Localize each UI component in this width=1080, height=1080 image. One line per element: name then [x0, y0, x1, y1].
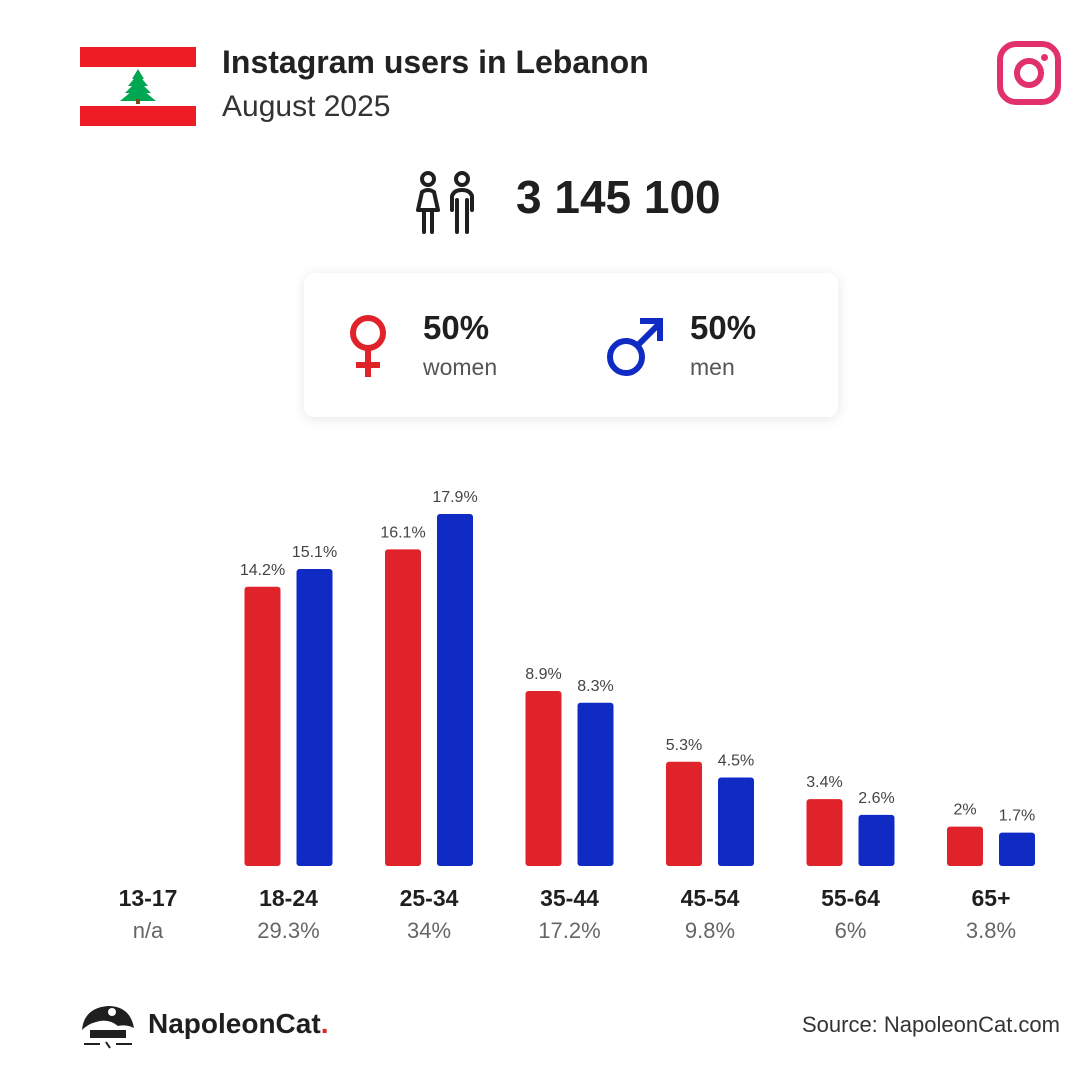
- female-symbol-icon: [350, 315, 386, 377]
- bar-men-18-24: [296, 569, 333, 866]
- value-label-women-25-34: 16.1%: [380, 524, 425, 541]
- category-label-45-54: 45-54: [681, 885, 740, 911]
- bar-men-25-34: [437, 514, 473, 866]
- value-label-men-55-64: 2.6%: [858, 790, 894, 807]
- women-label: women: [423, 354, 498, 380]
- category-total-45-54: 9.8%: [685, 918, 735, 943]
- brand-text: NapoleonCat: [148, 1008, 321, 1039]
- men-percent: 50%: [690, 309, 757, 346]
- bar-men-65+: [999, 832, 1035, 866]
- brand-dot: .: [320, 1008, 329, 1039]
- page-title: Instagram users in Lebanon: [222, 44, 649, 80]
- category-label-55-64: 55-64: [821, 885, 880, 911]
- bar-women-65+: [947, 826, 983, 866]
- bar-women-55-64: [806, 799, 843, 866]
- people-icon: [416, 171, 474, 234]
- category-total-35-44: 17.2%: [538, 918, 600, 943]
- category-total-18-24: 29.3%: [257, 918, 319, 943]
- bar-women-18-24: [244, 586, 281, 866]
- bar-men-45-54: [718, 777, 754, 866]
- brand-name: NapoleonCat.: [148, 1008, 328, 1040]
- value-label-men-65+: 1.7%: [999, 808, 1035, 825]
- category-total-55-64: 6%: [835, 918, 867, 943]
- category-label-18-24: 18-24: [259, 885, 318, 911]
- value-label-men-25-34: 17.9%: [432, 489, 477, 506]
- value-label-men-18-24: 15.1%: [292, 544, 337, 561]
- value-label-women-35-44: 8.9%: [525, 666, 561, 683]
- category-label-13-17: 13-17: [119, 885, 178, 911]
- total-users: 3 145 100: [516, 171, 721, 223]
- category-total-25-34: 34%: [407, 918, 451, 943]
- instagram-icon: [997, 41, 1061, 105]
- napoleoncat-logo-icon: [82, 1006, 134, 1049]
- category-total-65+: 3.8%: [966, 918, 1016, 943]
- bar-women-35-44: [525, 690, 562, 866]
- age-bar-chart: 13-17 n/a 14.2% 15.1% 18-24 29.3% 16.1% 17.9% 25…: [119, 489, 1036, 943]
- value-label-women-45-54: 5.3%: [666, 737, 702, 754]
- women-percent: 50%: [423, 309, 490, 346]
- bar-women-25-34: [385, 549, 421, 866]
- gender-card: 50% women 50% men: [304, 273, 838, 417]
- value-label-men-45-54: 4.5%: [718, 753, 754, 770]
- bar-men-55-64: [858, 814, 895, 866]
- value-label-women-18-24: 14.2%: [240, 562, 285, 579]
- category-label-25-34: 25-34: [400, 885, 459, 911]
- page-subtitle: August 2025: [222, 90, 391, 123]
- bar-women-45-54: [666, 761, 702, 866]
- value-label-women-55-64: 3.4%: [806, 774, 842, 791]
- lebanon-flag-icon: [80, 47, 196, 126]
- bar-men-35-44: [577, 702, 614, 866]
- category-label-65+: 65+: [971, 885, 1010, 911]
- category-label-35-44: 35-44: [540, 885, 599, 911]
- value-label-women-65+: 2%: [953, 802, 976, 819]
- male-symbol-icon: [607, 318, 663, 376]
- source-text: Source: NapoleonCat.com: [801, 1012, 1060, 1037]
- category-total-13-17: n/a: [133, 918, 164, 943]
- value-label-men-35-44: 8.3%: [577, 678, 613, 695]
- men-label: men: [690, 354, 735, 380]
